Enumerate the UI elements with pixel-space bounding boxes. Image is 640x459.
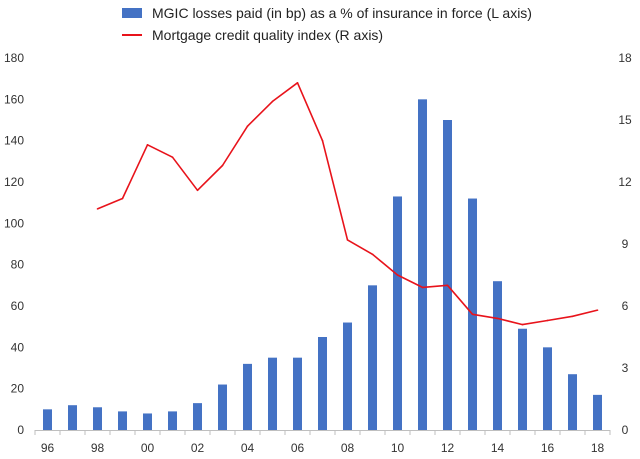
bar [368, 285, 377, 430]
bar [218, 384, 227, 430]
line-point [246, 125, 249, 127]
left-axis-tick-label: 20 [11, 382, 25, 396]
x-axis-tick-label: 96 [41, 441, 55, 455]
bar [343, 322, 352, 430]
line-point [396, 274, 399, 276]
bar [443, 120, 452, 430]
bar [243, 363, 252, 430]
bar [318, 337, 327, 430]
line-point [271, 100, 274, 103]
line-point [571, 315, 574, 318]
x-axis-tick-label: 10 [391, 441, 405, 455]
x-axis-tick-label: 08 [341, 441, 355, 455]
left-axis-tick-label: 100 [4, 216, 24, 230]
bar [518, 328, 527, 430]
left-axis-tick-label: 140 [4, 134, 24, 148]
line-point [196, 189, 199, 192]
legend-swatch-line [122, 34, 142, 36]
bar [568, 374, 577, 430]
x-axis-tick-label: 18 [591, 441, 605, 455]
line-point [296, 82, 299, 84]
x-axis-tick-label: 00 [141, 441, 155, 455]
legend-swatch-bar [122, 8, 142, 18]
x-axis-tick-label: 14 [491, 441, 505, 455]
x-axis-tick-label: 02 [191, 441, 205, 455]
x-axis-tick-label: 12 [441, 441, 455, 455]
legend-label-line: Mortgage credit quality index (R axis) [152, 27, 384, 43]
bar [118, 411, 127, 430]
x-axis-tick-label: 06 [291, 441, 305, 455]
line-point [171, 156, 174, 158]
chart-legend: MGIC losses paid (in bp) as a % of insur… [122, 2, 532, 46]
bar [393, 196, 402, 430]
right-axis-tick-label: 3 [622, 361, 629, 375]
bar [168, 411, 177, 430]
line-point [421, 286, 424, 289]
legend-item-line: Mortgage credit quality index (R axis) [122, 24, 532, 46]
line-point [146, 144, 149, 146]
line-point [596, 309, 599, 311]
line-point [446, 284, 449, 287]
right-axis-tick-label: 9 [622, 237, 629, 251]
line-point [521, 323, 524, 326]
bar [293, 357, 302, 430]
left-axis-tick-label: 180 [4, 51, 24, 65]
legend-label-bars: MGIC losses paid (in bp) as a % of insur… [152, 5, 532, 21]
right-axis-tick-label: 15 [618, 113, 632, 127]
line-point [321, 139, 324, 142]
left-axis-tick-label: 60 [11, 299, 25, 313]
bar [68, 405, 77, 430]
left-axis-tick-label: 40 [11, 340, 25, 354]
line-point [96, 208, 99, 210]
left-axis-tick-label: 160 [4, 92, 24, 106]
x-axis-tick-label: 16 [541, 441, 555, 455]
line-point [496, 317, 499, 320]
left-axis-tick-label: 120 [4, 175, 24, 189]
bar [193, 403, 202, 430]
left-axis-tick-label: 0 [17, 423, 24, 437]
right-axis-tick-label: 18 [618, 51, 632, 65]
bar [143, 413, 152, 430]
bar [43, 409, 52, 430]
bar [418, 99, 427, 430]
right-axis-tick-label: 6 [622, 299, 629, 313]
line-point [346, 239, 349, 241]
bar [493, 281, 502, 430]
line-point [121, 197, 124, 200]
bar [543, 347, 552, 430]
right-axis-tick-label: 0 [622, 423, 629, 437]
legend-item-bars: MGIC losses paid (in bp) as a % of insur… [122, 2, 532, 24]
line-point [221, 164, 224, 167]
line-point [546, 319, 549, 322]
line-point [371, 253, 374, 256]
x-axis-tick-label: 98 [91, 441, 105, 455]
right-axis-tick-label: 12 [618, 175, 632, 189]
left-axis-tick-label: 80 [11, 258, 25, 272]
credit-quality-line [97, 82, 598, 326]
x-axis-tick-label: 04 [241, 441, 255, 455]
line-point [471, 313, 474, 316]
bar [268, 357, 277, 430]
bar [93, 407, 102, 430]
bar [593, 394, 602, 430]
